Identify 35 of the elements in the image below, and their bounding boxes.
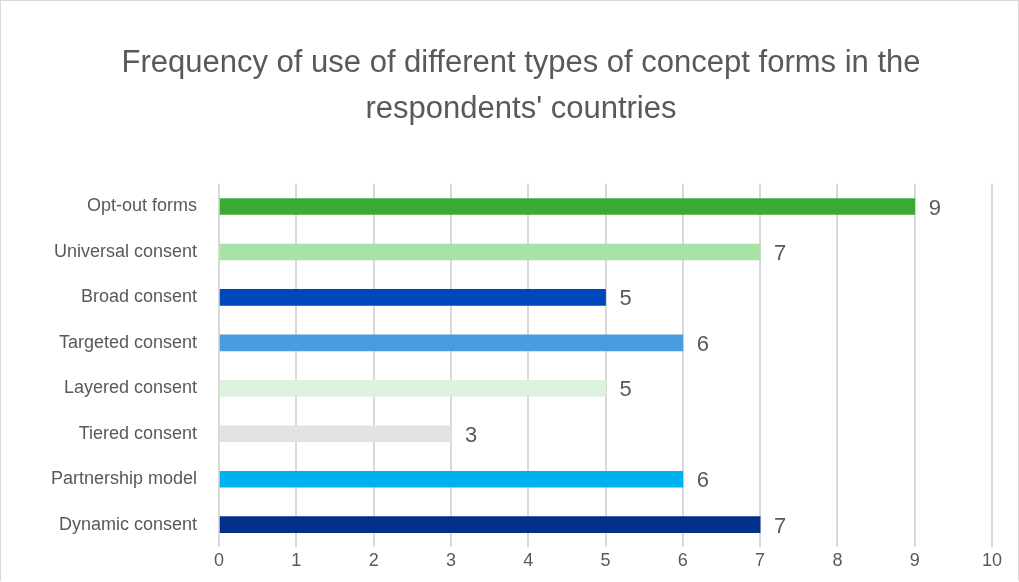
- x-tick-label: 6: [677, 550, 688, 571]
- data-label: 5: [619, 376, 632, 402]
- bar: [219, 243, 761, 261]
- data-label: 5: [619, 285, 632, 311]
- x-tick-label: 3: [445, 550, 456, 571]
- x-tick-label: 4: [523, 550, 534, 571]
- y-tick-label: Targeted consent: [58, 331, 198, 352]
- x-tick-label: 7: [755, 550, 766, 571]
- bar: [219, 516, 761, 534]
- x-tick-label: 8: [832, 550, 843, 571]
- data-label: 9: [928, 194, 941, 220]
- y-tick-label: Dynamic consent: [59, 513, 198, 534]
- data-label: 6: [696, 330, 710, 356]
- x-tick-label: 2: [368, 550, 379, 571]
- bar: [219, 198, 916, 215]
- data-label: 7: [774, 240, 787, 266]
- chart-title: Frequency of use of different types of concept forms in the respondents' countries: [120, 43, 922, 127]
- y-tick-label: Partnership model: [51, 468, 198, 489]
- bar: [219, 380, 606, 397]
- data-label: 7: [774, 512, 787, 538]
- x-tick-label: 10: [981, 550, 1003, 571]
- y-tick-label: Broad consent: [81, 286, 198, 307]
- bar: [219, 334, 684, 352]
- x-tick-label: 9: [909, 550, 920, 571]
- x-tick-label: 5: [600, 550, 611, 571]
- data-label: 6: [696, 467, 710, 493]
- bar: [219, 470, 684, 488]
- data-label: 3: [464, 421, 478, 447]
- y-tick-label: Opt-out forms: [87, 195, 198, 216]
- bar: [219, 289, 606, 306]
- y-tick-label: Tiered consent: [78, 422, 198, 443]
- x-tick-label: 1: [291, 550, 302, 571]
- y-tick-label: Layered consent: [63, 377, 198, 398]
- x-tick-label: 0: [214, 550, 225, 571]
- y-tick-label: Universal consent: [54, 240, 198, 261]
